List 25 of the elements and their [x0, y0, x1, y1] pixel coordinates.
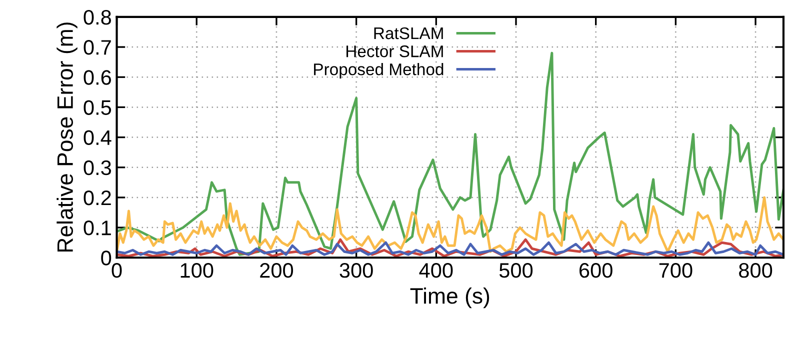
y-tick-label: 0.4: [84, 130, 112, 146]
y-axis-title: Relative Pose Error (m): [56, 22, 78, 252]
y-tick-label: 0: [101, 250, 112, 266]
y-tick-label: 0.3: [84, 160, 111, 176]
x-tick-label: 200: [260, 263, 294, 278]
x-axis-title: Time (s): [410, 287, 490, 308]
line-series: [116, 196, 784, 253]
x-tick-label: 800: [739, 263, 772, 278]
y-tick-label: 0.6: [84, 70, 111, 85]
x-tick-label: 400: [419, 263, 453, 278]
x-tick-label: 0: [112, 263, 122, 278]
x-tick-label: 100: [180, 263, 214, 278]
legend-label: Hector SLAM: [346, 45, 443, 58]
legend-label: RatSLAM: [374, 27, 443, 40]
x-tick-label: 300: [340, 263, 373, 278]
x-tick-label: 700: [659, 263, 692, 278]
x-tick-label: 600: [580, 263, 612, 278]
y-tick-label: 0.1: [84, 220, 111, 236]
y-tick-label: 0.2: [84, 190, 111, 206]
y-tick-label: 0.7: [84, 40, 111, 55]
legend-label: Proposed Method: [314, 63, 444, 79]
x-tick-label: 500: [499, 263, 533, 278]
y-tick-label: 0.5: [84, 100, 112, 115]
line-series: [116, 241, 784, 256]
y-tick-label: 0.8: [84, 10, 112, 25]
